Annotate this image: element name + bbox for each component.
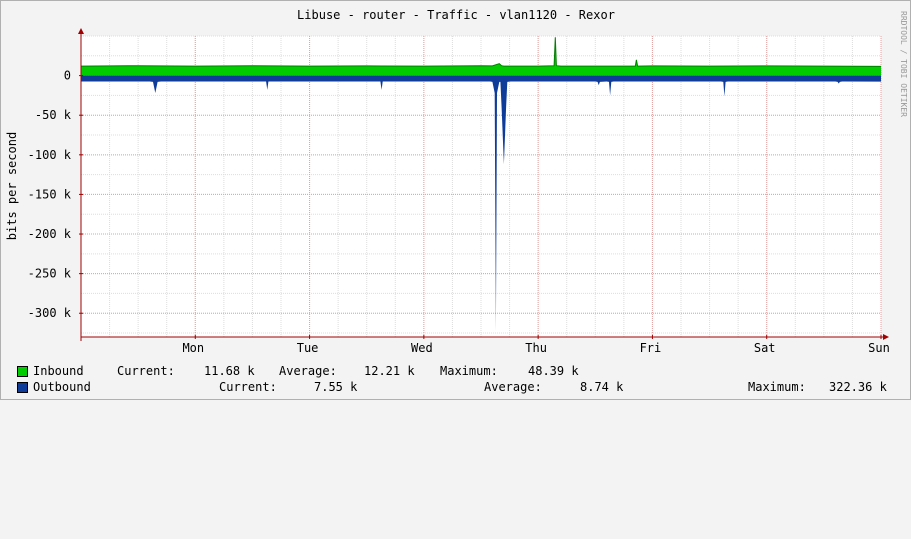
- y-tick-label: 0: [64, 69, 71, 83]
- legend-inbound-average-value: 12.21 k: [364, 364, 415, 378]
- series-line-inbound: [80, 37, 882, 67]
- legend-inbound-current-label: Current:: [117, 364, 175, 378]
- x-tick-label: Tue: [297, 341, 319, 355]
- rrdtool-watermark: RRDTOOL / TOBI OETIKER: [899, 11, 908, 117]
- y-axis-label: bits per second: [5, 132, 19, 240]
- y-tick-labels: 0 -50 k -100 k -150 k -200 k -250 k -300 k: [28, 69, 72, 321]
- legend-inbound-average-label: Average:: [279, 364, 337, 378]
- traffic-chart: Libuse - router - Traffic - vlan1120 - R…: [5, 8, 908, 355]
- x-tick-labels: Mon Tue Wed Thu Fri Sat Sun: [182, 341, 889, 355]
- y-tick-label: -200 k: [28, 227, 72, 241]
- legend-row-inbound: Inbound Current: 11.68 k Average: 12.21 …: [17, 363, 897, 379]
- legend-outbound-average-value: 8.74 k: [580, 380, 624, 394]
- legend-outbound-average-label: Average:: [484, 380, 542, 394]
- y-tick-label: -250 k: [28, 267, 72, 281]
- y-axis-arrow: [78, 28, 84, 34]
- legend-outbound-current-label: Current:: [219, 380, 277, 394]
- x-tick-label: Thu: [525, 341, 547, 355]
- graph-frame: Libuse - router - Traffic - vlan1120 - R…: [0, 0, 911, 400]
- x-tick-label: Sun: [868, 341, 890, 355]
- outbound-swatch: [17, 382, 28, 393]
- y-tick-label: -150 k: [28, 187, 72, 201]
- chart-title: Libuse - router - Traffic - vlan1120 - R…: [297, 8, 615, 22]
- inbound-swatch: [17, 366, 28, 377]
- legend-outbound-current-value: 7.55 k: [314, 380, 358, 394]
- y-tick-label: -300 k: [28, 306, 72, 320]
- x-tick-label: Sat: [754, 341, 776, 355]
- legend-outbound-name: Outbound: [33, 380, 91, 394]
- y-tick-label: -50 k: [35, 108, 72, 122]
- x-axis-arrow: [883, 334, 889, 340]
- legend-inbound-current-value: 11.68 k: [204, 364, 255, 378]
- x-tick-label: Mon: [182, 341, 204, 355]
- legend-inbound-maximum-value: 48.39 k: [528, 364, 579, 378]
- x-tick-label: Wed: [411, 341, 433, 355]
- legend-outbound-maximum-label: Maximum:: [748, 380, 806, 394]
- legend-row-outbound: Outbound Current: 7.55 k Average: 8.74 k…: [17, 379, 897, 395]
- legend-inbound-name: Inbound: [33, 364, 84, 378]
- series-areas: [80, 37, 882, 331]
- legend-inbound-maximum-label: Maximum:: [440, 364, 498, 378]
- y-tick-label: -100 k: [28, 148, 72, 162]
- x-tick-label: Fri: [640, 341, 662, 355]
- axes: [78, 28, 889, 341]
- legend-outbound-maximum-value: 322.36 k: [829, 380, 887, 394]
